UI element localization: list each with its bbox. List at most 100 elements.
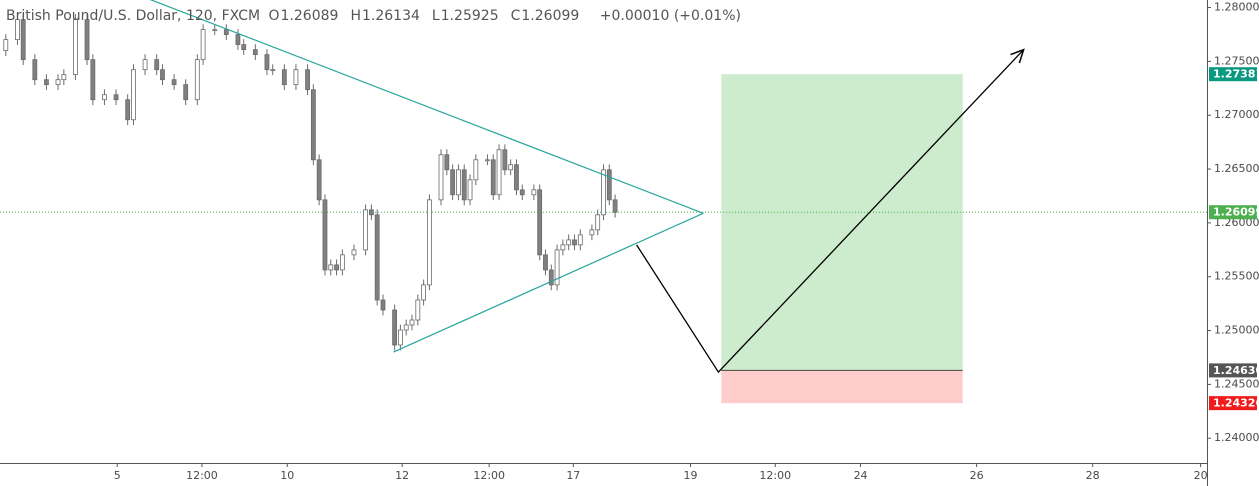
candle-body: [577, 234, 583, 246]
ohlc-value: 1.26134: [361, 8, 420, 24]
candle-body: [84, 19, 90, 61]
candle-body: [55, 79, 61, 86]
candle-body: [543, 254, 548, 271]
candle-body: [427, 199, 432, 286]
y-tick-label: 1.25500: [1214, 270, 1259, 283]
x-tick-label: 12:00: [759, 469, 791, 482]
x-tick-label: 10: [280, 469, 294, 482]
candle-body: [322, 199, 328, 271]
x-tick-label: 12:00: [186, 469, 218, 482]
candle-body: [223, 29, 229, 35]
candle-body: [485, 159, 490, 162]
candle-body: [566, 239, 572, 246]
ohlc-value: 1.26089: [280, 8, 339, 24]
y-tick-label: 1.28000: [1214, 1, 1259, 14]
candle-body: [589, 229, 595, 236]
ohlc-key: H: [350, 8, 361, 24]
candle-body: [235, 34, 241, 45]
candle-body: [200, 29, 206, 61]
candle-body: [328, 264, 334, 271]
x-tick-label: 19: [684, 469, 698, 482]
candle-body: [496, 149, 502, 196]
ohlc-key: O: [268, 8, 280, 24]
candle-body: [456, 169, 461, 196]
y-tick-label: 1.27000: [1214, 108, 1259, 121]
candle-body: [194, 59, 200, 101]
x-tick-label: 26: [970, 469, 984, 482]
candle-body: [351, 249, 357, 256]
trend-line: [393, 212, 704, 353]
ohlc-item: C1.26099: [511, 8, 584, 24]
candle-body: [305, 69, 310, 91]
y-tick-label: 1.24000: [1214, 431, 1259, 444]
candle-body: [334, 264, 339, 271]
candle-body: [102, 94, 107, 101]
candle-body: [461, 169, 467, 201]
price-tag-label: 1.27381: [1213, 68, 1259, 81]
ohlc-item: O1.26089: [269, 8, 343, 24]
candle-body: [392, 309, 397, 346]
candle-body: [595, 214, 601, 231]
x-tick-label: 17: [566, 469, 580, 482]
price-tag-label: 1.26099: [1213, 206, 1259, 219]
x-tick-label: 20: [1194, 469, 1208, 482]
candle-body: [90, 59, 96, 101]
candle-body: [380, 299, 386, 311]
candle-body: [508, 164, 514, 171]
ohlc-value: 1.25925: [440, 8, 499, 24]
price-tag: [1209, 67, 1257, 82]
y-tick-label: 1.27500: [1214, 54, 1259, 67]
candle-body: [531, 189, 537, 196]
candle-body: [612, 199, 618, 213]
candle-body: [15, 19, 20, 41]
candle-body: [44, 79, 49, 86]
y-tick-label: 1.24500: [1214, 377, 1259, 390]
x-tick-label: 12: [395, 469, 409, 482]
candle-body: [572, 239, 577, 246]
symbol-title: British Pound/U.S. Dollar, 120, FXCM: [6, 8, 261, 24]
candle-body: [601, 169, 606, 216]
candle-body: [142, 59, 148, 71]
ohlc-key: C: [510, 8, 521, 24]
profit-zone: [721, 74, 963, 371]
candle-body: [241, 44, 247, 51]
x-tick-label: 12:00: [473, 469, 505, 482]
price-tag-label: 1.24326: [1213, 397, 1259, 410]
candle-body: [3, 39, 9, 52]
candle-body: [73, 19, 78, 76]
candle-body: [154, 59, 160, 71]
candle-body: [403, 324, 409, 331]
candle-body: [61, 74, 67, 81]
candle-body: [444, 154, 450, 171]
x-tick-label: 5: [114, 469, 121, 482]
candle-body: [537, 189, 543, 256]
candle-body: [473, 159, 479, 181]
candle-body: [368, 209, 374, 216]
candle-body: [252, 49, 258, 55]
candle-body: [171, 79, 177, 86]
candle-body: [606, 169, 612, 201]
change: +0.00010 (+0.01%): [599, 8, 741, 24]
time-axis-bg: [0, 463, 1259, 486]
candle-body: [438, 154, 444, 201]
candle-body: [514, 164, 519, 191]
candle-body: [519, 189, 525, 196]
candle-body: [270, 69, 276, 72]
price-tag: [1209, 396, 1257, 411]
x-tick-label: 24: [854, 469, 868, 482]
candle-body: [554, 249, 560, 286]
price-tag: [1209, 205, 1257, 220]
candle-body: [363, 209, 368, 251]
candle-body: [113, 94, 119, 101]
price-tag-label: 1.24630: [1213, 364, 1259, 377]
arrow-head: [1010, 48, 1025, 64]
candle-body: [20, 19, 26, 61]
candle-body: [125, 99, 131, 121]
candle-body: [264, 54, 270, 71]
trend-line: [150, 0, 704, 214]
ohlc-key: L: [431, 8, 440, 24]
candle-body: [339, 254, 345, 271]
candle-body: [548, 269, 554, 286]
candle-body: [421, 284, 427, 301]
